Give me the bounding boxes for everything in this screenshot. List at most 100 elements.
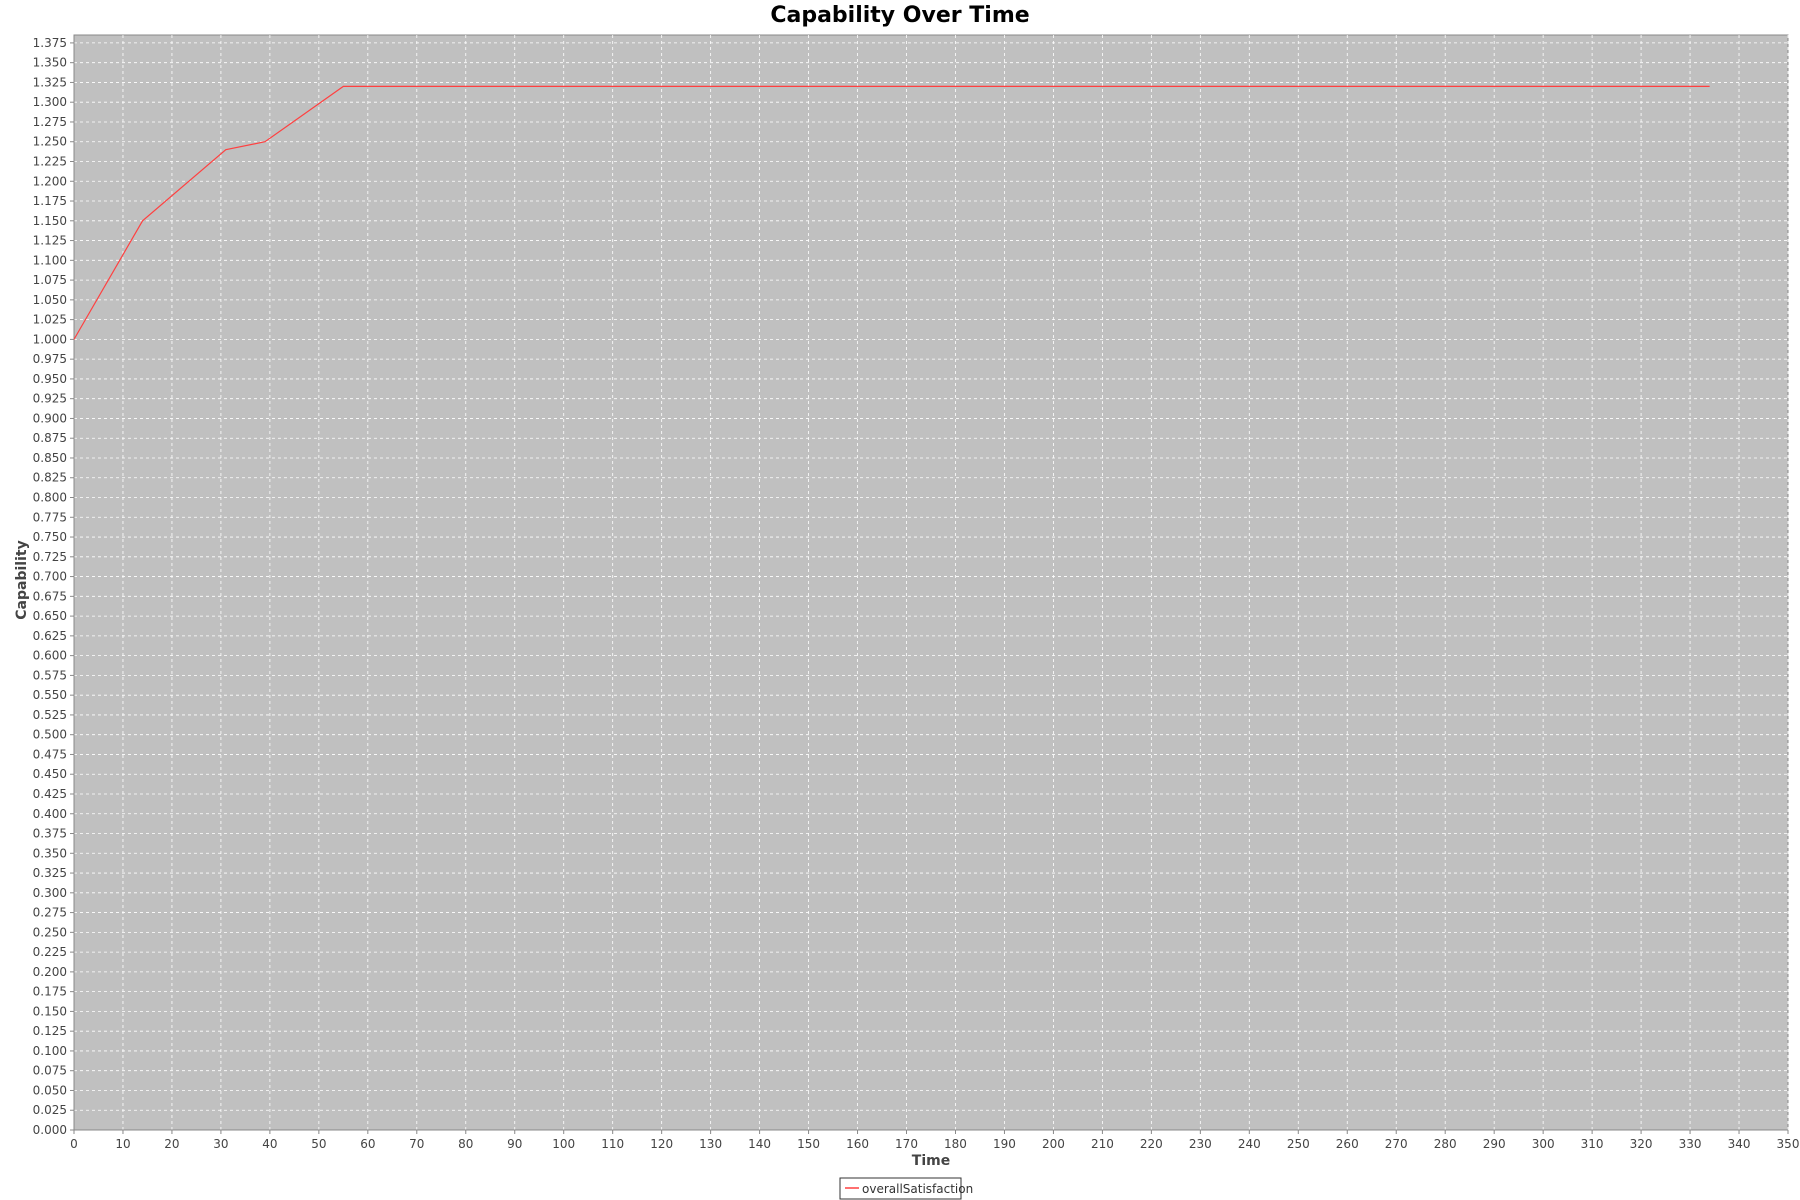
y-tick-label: 0.325 xyxy=(33,866,67,880)
y-tick-label: 0.425 xyxy=(33,787,67,801)
x-tick-label: 20 xyxy=(164,1137,179,1151)
x-tick-label: 250 xyxy=(1287,1137,1310,1151)
y-tick-label: 1.200 xyxy=(33,174,67,188)
series-line-overallSatisfaction xyxy=(73,85,1710,340)
x-tick-label: 130 xyxy=(699,1137,722,1151)
y-tick-label: 0.500 xyxy=(33,728,67,742)
y-tick-label: 0.100 xyxy=(33,1044,67,1058)
y-tick-label: 0.400 xyxy=(33,807,67,821)
x-tick-label: 170 xyxy=(895,1137,918,1151)
x-tick-label: 50 xyxy=(311,1137,326,1151)
x-tick-label: 300 xyxy=(1532,1137,1555,1151)
y-tick-label: 1.350 xyxy=(33,56,67,70)
y-tick-label: 0.700 xyxy=(33,570,67,584)
y-tick-label: 0.300 xyxy=(33,886,67,900)
legend-label: overallSatisfaction xyxy=(862,1182,973,1196)
x-tick-label: 10 xyxy=(115,1137,130,1151)
x-tick-label: 200 xyxy=(1042,1137,1065,1151)
y-tick-label: 0.625 xyxy=(33,629,67,643)
y-tick-label: 0.600 xyxy=(33,649,67,663)
y-tick-label: 0.725 xyxy=(33,550,67,564)
x-tick-label: 90 xyxy=(507,1137,522,1151)
y-tick-label: 0.350 xyxy=(33,846,67,860)
x-tick-label: 180 xyxy=(944,1137,967,1151)
x-tick-label: 110 xyxy=(601,1137,624,1151)
y-tick-label: 1.125 xyxy=(33,234,67,248)
y-tick-label: 0.775 xyxy=(33,510,67,524)
plot-area xyxy=(73,34,1789,1131)
y-tick-label: 0.675 xyxy=(33,589,67,603)
y-tick-label: 0.050 xyxy=(33,1083,67,1097)
y-tick-label: 1.275 xyxy=(33,115,67,129)
y-axis: 0.000 0.025 0.050 0.075 0.100 0.125 0.150 0.175… xyxy=(33,35,75,1137)
x-tick-label: 260 xyxy=(1336,1137,1359,1151)
y-tick-label: 0.800 xyxy=(33,491,67,505)
y-tick-label: 0.825 xyxy=(33,471,67,485)
x-tick-label: 310 xyxy=(1581,1137,1604,1151)
y-tick-label: 0.150 xyxy=(33,1004,67,1018)
x-tick-label: 100 xyxy=(552,1137,575,1151)
y-tick-label: 0.375 xyxy=(33,827,67,841)
chart-title: Capability Over Time xyxy=(770,3,1029,28)
y-tick-label: 0.650 xyxy=(33,609,67,623)
x-tick-label: 140 xyxy=(748,1137,771,1151)
x-tick-label: 160 xyxy=(846,1137,869,1151)
y-tick-label: 0.525 xyxy=(33,708,67,722)
x-tick-label: 290 xyxy=(1483,1137,1506,1151)
y-tick-label: 0.175 xyxy=(33,985,67,999)
series-layer xyxy=(73,85,1710,340)
y-tick-label: 1.025 xyxy=(33,313,67,327)
y-tick-label: 0.075 xyxy=(33,1064,67,1078)
x-tick-label: 230 xyxy=(1189,1137,1212,1151)
y-axis-label: Capability xyxy=(14,540,30,619)
grid-lines xyxy=(73,35,1789,1131)
y-tick-label: 1.050 xyxy=(33,293,67,307)
y-tick-label: 0.250 xyxy=(33,925,67,939)
x-tick-label: 330 xyxy=(1679,1137,1702,1151)
x-tick-label: 30 xyxy=(213,1137,228,1151)
y-tick-label: 1.150 xyxy=(33,214,67,228)
y-tick-label: 0.225 xyxy=(33,945,67,959)
x-tick-label: 270 xyxy=(1385,1137,1408,1151)
y-tick-label: 1.250 xyxy=(33,135,67,149)
y-tick-label: 1.000 xyxy=(33,332,67,346)
y-tick-label: 0.275 xyxy=(33,906,67,920)
x-tick-label: 190 xyxy=(993,1137,1016,1151)
x-tick-label: 220 xyxy=(1140,1137,1163,1151)
x-tick-label: 280 xyxy=(1434,1137,1457,1151)
y-tick-label: 1.075 xyxy=(33,273,67,287)
y-tick-label: 0.200 xyxy=(33,965,67,979)
x-tick-label: 40 xyxy=(262,1137,277,1151)
y-tick-label: 1.300 xyxy=(33,95,67,109)
x-tick-label: 240 xyxy=(1238,1137,1261,1151)
x-tick-label: 320 xyxy=(1630,1137,1653,1151)
y-tick-label: 0.925 xyxy=(33,392,67,406)
y-tick-label: 0.975 xyxy=(33,352,67,366)
x-axis-label: Time xyxy=(912,1153,950,1169)
x-tick-label: 120 xyxy=(650,1137,673,1151)
x-tick-label: 350 xyxy=(1777,1137,1800,1151)
x-tick-label: 60 xyxy=(360,1137,375,1151)
y-tick-label: 0.450 xyxy=(33,767,67,781)
y-tick-label: 0.950 xyxy=(33,372,67,386)
y-tick-label: 1.175 xyxy=(33,194,67,208)
y-tick-label: 1.100 xyxy=(33,253,67,267)
y-tick-label: 1.375 xyxy=(33,36,67,50)
x-tick-label: 80 xyxy=(458,1137,473,1151)
x-tick-label: 210 xyxy=(1091,1137,1114,1151)
x-tick-label: 150 xyxy=(797,1137,820,1151)
y-tick-label: 0.025 xyxy=(33,1103,67,1117)
x-axis: 0 10 20 30 40 50 60 70 80 90 100 110 120 130 140 150 160… xyxy=(70,1129,1800,1151)
x-tick-label: 0 xyxy=(70,1137,78,1151)
y-tick-label: 0.875 xyxy=(33,431,67,445)
y-tick-label: 0.575 xyxy=(33,668,67,682)
y-tick-label: 0.475 xyxy=(33,747,67,761)
y-tick-label: 1.325 xyxy=(33,75,67,89)
y-tick-label: 0.125 xyxy=(33,1024,67,1038)
legend: overallSatisfaction xyxy=(839,1177,973,1200)
y-tick-label: 1.225 xyxy=(33,154,67,168)
y-tick-label: 0.000 xyxy=(33,1123,67,1137)
x-tick-label: 340 xyxy=(1728,1137,1751,1151)
